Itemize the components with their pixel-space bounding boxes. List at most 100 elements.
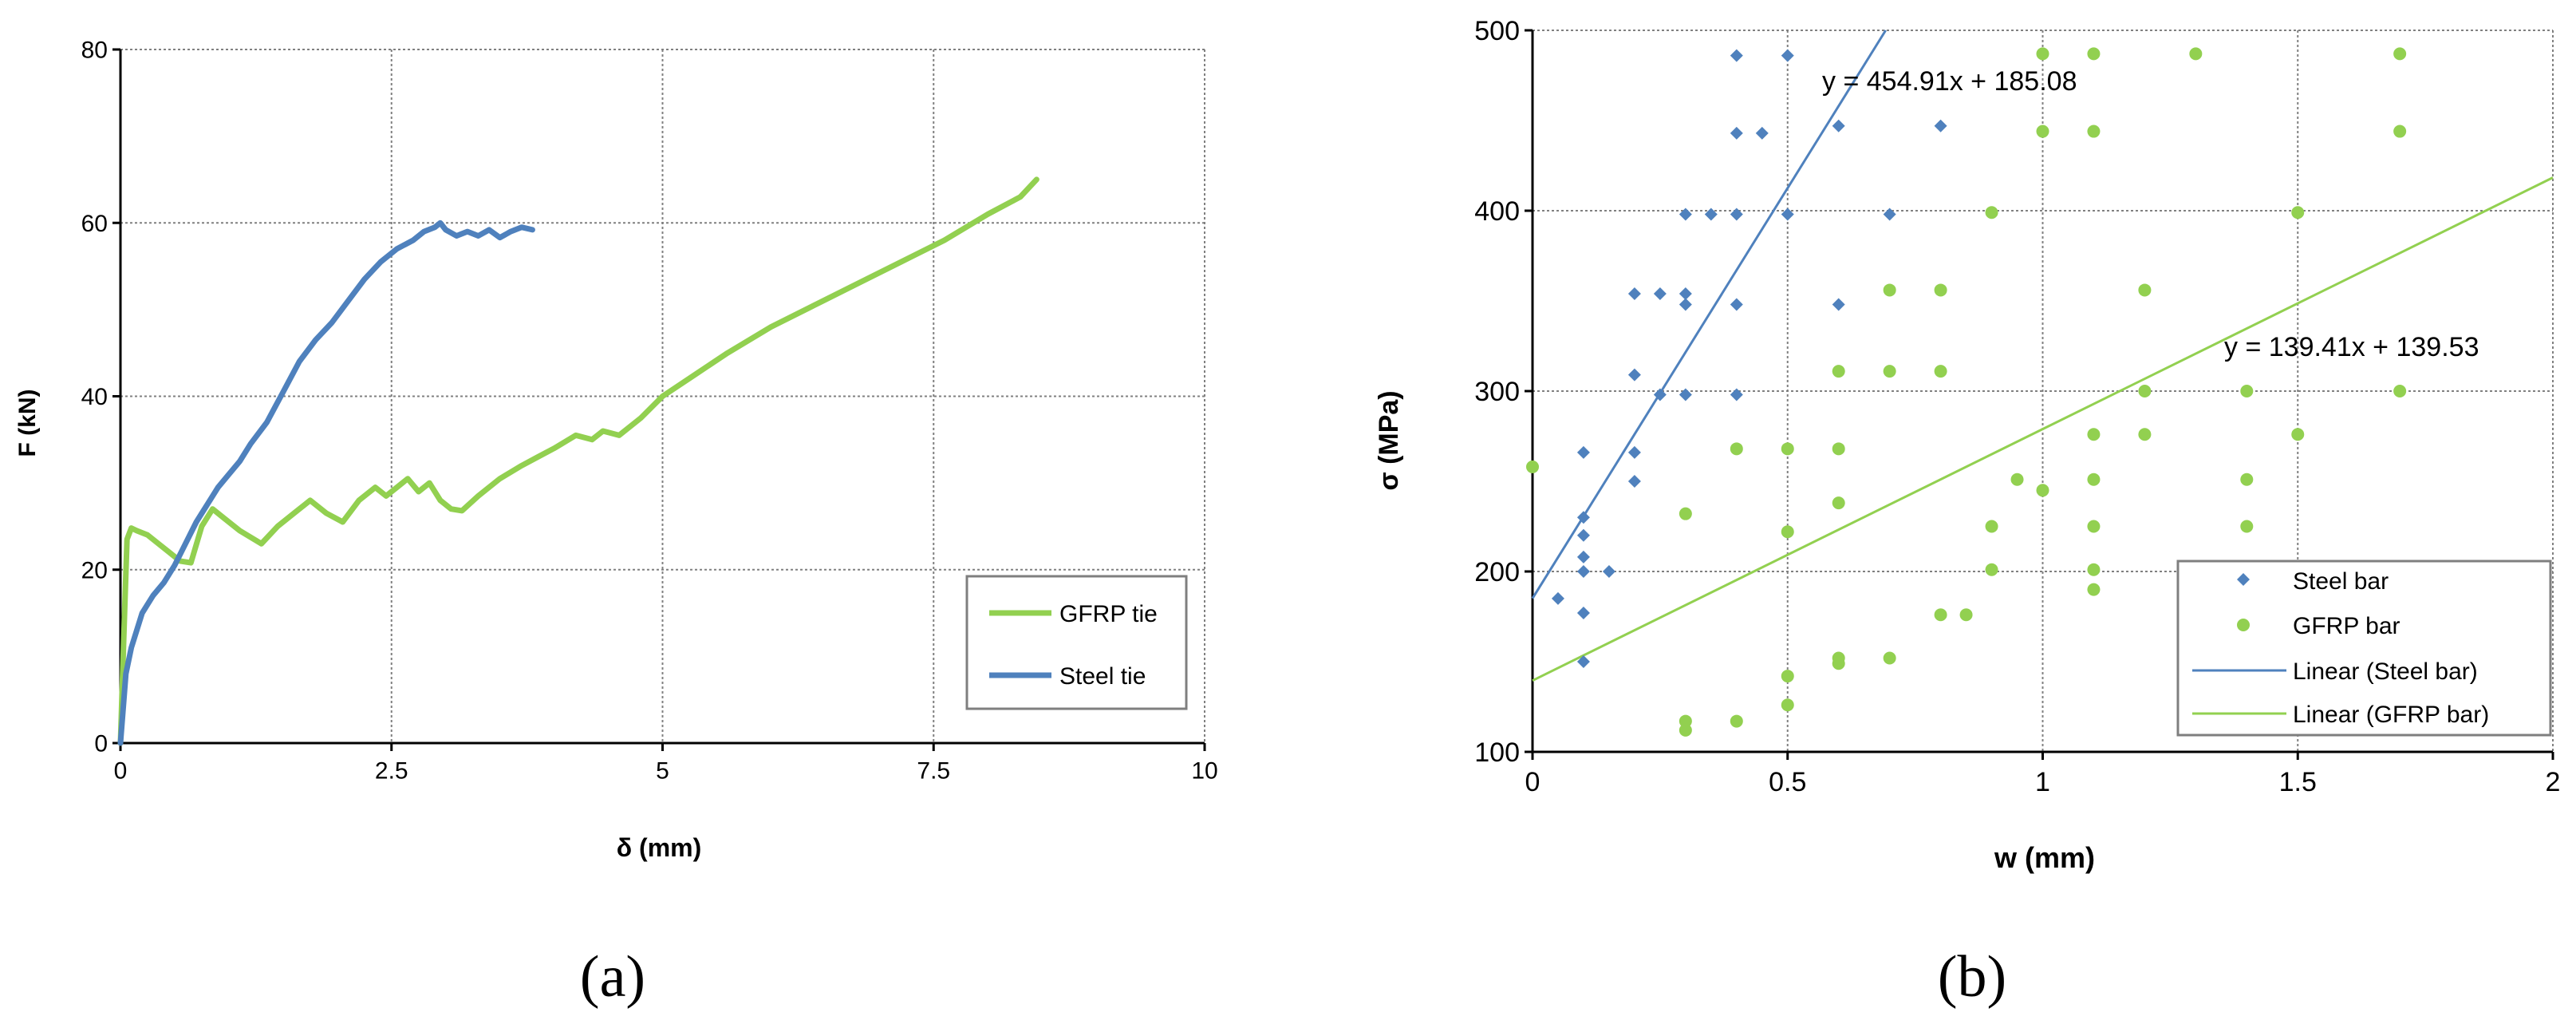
- a-legend-box: [965, 575, 1188, 710]
- b-legend-marker-gfrp: [2237, 619, 2250, 631]
- series-line-steel-tie: [117, 219, 535, 746]
- gfrp-bar-point: [2138, 385, 2152, 397]
- gfrp-bar-point: [2291, 206, 2305, 219]
- steel-bar-point: [1576, 565, 1590, 578]
- gfrp-bar-point: [1832, 651, 1845, 665]
- steel-bar-point: [1576, 511, 1590, 524]
- y-tick-label: 60: [81, 211, 108, 237]
- x-tick-label: 10: [1191, 758, 1217, 785]
- x-tick-label: 5: [656, 758, 669, 785]
- trendline-linear-steel-bar: [1531, 30, 1887, 599]
- x-tick-label: 1.5: [2279, 767, 2317, 797]
- gfrp-bar-point: [2036, 125, 2049, 138]
- y-tick-label: 200: [1474, 557, 1520, 587]
- gfrp-bar-point: [1985, 206, 1998, 219]
- gfrp-bar-point: [2240, 520, 2254, 533]
- b-trendlines: [1531, 30, 2554, 682]
- x-tick-label: 2.5: [375, 758, 408, 785]
- b-legend: Steel bar GFRP bar Linear (Steel bar) Li…: [2176, 560, 2552, 737]
- b-equation-gfrp: y = 139.41x + 139.53: [2224, 332, 2479, 362]
- gfrp-bar-point: [1959, 608, 1973, 622]
- gfrp-bar-point: [1679, 507, 1692, 520]
- gfrp-bar-point: [2087, 428, 2101, 441]
- x-tick-label: 0.5: [1769, 767, 1806, 797]
- b-legend-label-linear-steel: Linear (Steel bar): [2293, 658, 2478, 685]
- steel-bar-point: [1679, 287, 1692, 300]
- y-tick-label: 20: [81, 557, 108, 583]
- steel-bar-point: [1653, 287, 1667, 300]
- b-axes: [1525, 29, 2554, 760]
- a-legend: GFRP tie Steel tie: [965, 575, 1188, 710]
- b-legend-label-gfrp: GFRP bar: [2293, 613, 2400, 639]
- gfrp-bar-point: [1781, 442, 1794, 456]
- a-legend-label-gfrp: GFRP tie: [1059, 601, 1158, 627]
- b-y-axis-label: σ (MPa): [1374, 390, 1404, 490]
- steel-bar-point: [1576, 655, 1590, 668]
- a-series-lines: [117, 176, 1039, 746]
- b-gridlines: [1533, 30, 2554, 752]
- b-panel-caption: (b): [1938, 944, 2006, 1010]
- gfrp-bar-point: [2087, 125, 2101, 138]
- gfrp-bar-point: [1832, 496, 1845, 510]
- gfrp-bar-point: [1934, 283, 1947, 297]
- b-x-axis-label: w (mm): [1994, 841, 2095, 874]
- gfrp-bar-point: [1934, 365, 1947, 378]
- steel-bar-point: [1781, 49, 1794, 62]
- steel-bar-point: [1883, 208, 1896, 221]
- steel-bar-point: [1704, 208, 1718, 221]
- a-y-tick-labels: 0 20 40 60 80: [81, 38, 108, 757]
- y-tick-label: 100: [1474, 737, 1520, 768]
- steel-bar-point: [1832, 119, 1845, 132]
- gfrp-bar-point: [2036, 47, 2049, 61]
- steel-bar-point: [1551, 591, 1564, 605]
- steel-bar-point: [1627, 368, 1641, 382]
- steel-bar-point: [1730, 126, 1743, 140]
- b-legend-label-linear-gfrp: Linear (GFRP bar): [2293, 702, 2489, 728]
- b-y-tick-labels: 100 200 300 400 500: [1474, 16, 1520, 768]
- steel-bar-point: [1627, 445, 1641, 459]
- gfrp-bar-point: [2189, 47, 2203, 61]
- steel-bar-point: [1781, 208, 1794, 221]
- gfrp-bar-point: [2393, 385, 2407, 397]
- gfrp-bar-point: [2087, 473, 2101, 486]
- gfrp-bar-point: [2240, 385, 2254, 397]
- steel-bar-point: [1679, 298, 1692, 311]
- gfrp-bar-point: [2087, 47, 2101, 61]
- steel-bar-point: [1679, 208, 1692, 221]
- gfrp-bar-point: [2393, 125, 2407, 138]
- y-tick-label: 0: [94, 731, 108, 757]
- steel-bar-point: [1730, 208, 1743, 221]
- b-legend-box: [2176, 560, 2552, 737]
- gfrp-bar-point: [1679, 714, 1692, 728]
- gfrp-bar-point: [1985, 520, 1998, 533]
- steel-bar-point: [1730, 298, 1743, 311]
- series-line-gfrp-tie: [117, 176, 1039, 746]
- y-tick-label: 300: [1474, 377, 1520, 407]
- steel-bar-point: [1576, 528, 1590, 542]
- x-tick-label: 0: [114, 758, 128, 785]
- b-equation-steel: y = 454.91x + 185.08: [1822, 66, 2077, 97]
- x-tick-label: 0: [1525, 767, 1540, 797]
- x-tick-label: 7.5: [917, 758, 950, 785]
- gfrp-bar-point: [2291, 428, 2305, 441]
- a-y-axis-label: F (kN): [14, 389, 41, 457]
- gfrp-bar-point: [2010, 473, 2024, 486]
- gfrp-bar-point: [1730, 714, 1743, 728]
- gfrp-bar-point: [1934, 608, 1947, 622]
- gfrp-bar-point: [2087, 563, 2101, 576]
- gfrp-bar-point: [1883, 365, 1896, 378]
- gfrp-bar-point: [1781, 525, 1794, 539]
- steel-bar-point: [1730, 49, 1743, 62]
- gfrp-bar-point: [1883, 283, 1896, 297]
- b-scatter-points: [1526, 47, 2407, 737]
- steel-bar-point: [1576, 606, 1590, 619]
- steel-bar-point: [1653, 388, 1667, 401]
- b-legend-marker-steel: [2237, 573, 2250, 586]
- gfrp-bar-point: [2036, 484, 2049, 497]
- gfrp-bar-point: [1883, 651, 1896, 665]
- gfrp-bar-point: [2138, 283, 2152, 297]
- gfrp-bar-point: [1526, 460, 1539, 473]
- gfrp-bar-point: [1679, 723, 1692, 737]
- a-x-tick-labels: 0 2.5 5 7.5 10: [114, 758, 1218, 785]
- y-tick-label: 40: [81, 384, 108, 410]
